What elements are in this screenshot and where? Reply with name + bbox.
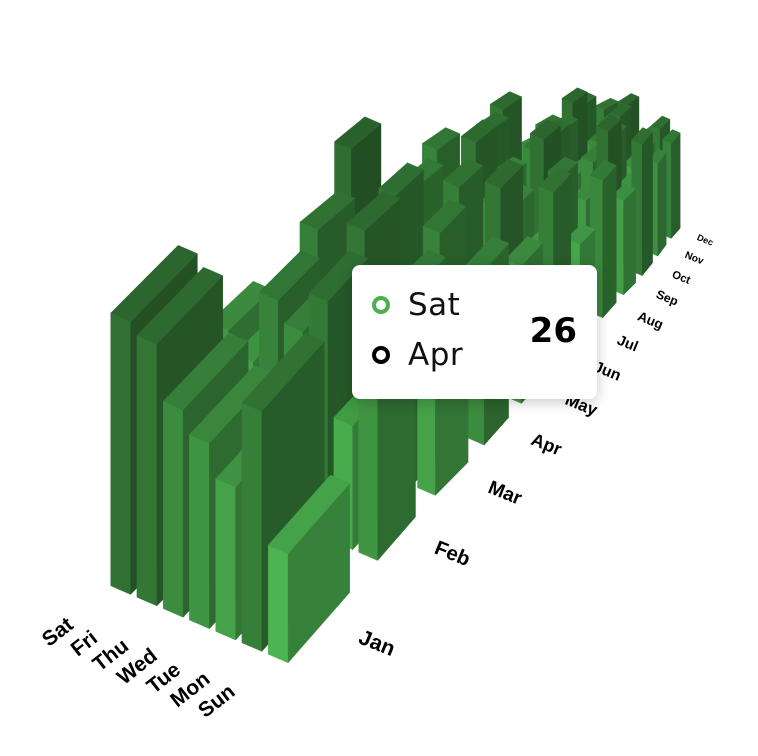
bar-top-face xyxy=(334,116,382,150)
bar-front-face xyxy=(358,376,378,561)
bar-top-face xyxy=(617,93,640,106)
bar-top-face xyxy=(610,102,632,118)
z-axis-tick-label: Jul xyxy=(615,333,641,356)
tooltip-category-label: Apr xyxy=(408,337,464,373)
tooltip-series-label: Sat xyxy=(408,287,461,323)
z-axis-tick-label: Nov xyxy=(683,250,705,267)
bar-side-face xyxy=(657,151,667,257)
bar[interactable] xyxy=(267,474,351,664)
bar-top-face xyxy=(110,245,198,322)
bar-top-face xyxy=(422,199,467,234)
bar-top-face xyxy=(136,266,224,345)
bar-top-face xyxy=(595,97,619,110)
z-axis-tick-label: Feb xyxy=(431,537,473,571)
bar-top-face xyxy=(489,91,523,111)
bar-front-face xyxy=(189,434,210,630)
bar-side-face xyxy=(602,164,617,319)
bar-top-face xyxy=(162,332,249,411)
bar-side-face xyxy=(623,187,636,296)
bar-top-face xyxy=(258,250,320,301)
bar-top-face xyxy=(529,119,561,140)
bar-side-face xyxy=(642,131,653,277)
bar-top-face xyxy=(561,87,588,104)
bar-front-face xyxy=(162,400,184,618)
tooltip-category-marker-icon xyxy=(372,346,390,364)
bar-top-face xyxy=(460,119,498,143)
bar-top-face xyxy=(241,332,325,412)
bar-top-face xyxy=(596,114,622,132)
tooltip-series-marker-icon xyxy=(372,296,390,314)
bar-top-face xyxy=(442,158,484,188)
bar-top-face xyxy=(484,158,524,189)
bar-top-face xyxy=(378,162,424,196)
bar-top-face xyxy=(651,115,671,130)
z-axis-tick-label: Sep xyxy=(654,287,680,308)
bar-front-face xyxy=(268,544,289,664)
z-axis-tick-label: Oct xyxy=(670,269,692,287)
bar-front-face xyxy=(110,312,131,595)
bar-front-face xyxy=(136,335,158,607)
bar-top-face xyxy=(631,127,653,145)
bar-top-face xyxy=(299,190,356,231)
bar-top-face xyxy=(346,190,401,231)
z-axis-tick-label: Dec xyxy=(696,232,715,247)
bar-top-face xyxy=(505,236,544,267)
z-axis-tick-label: Apr xyxy=(528,429,564,459)
bar-top-face xyxy=(538,167,572,193)
tooltip-category-row: Apr xyxy=(372,337,463,373)
z-axis-tick-label: Aug xyxy=(635,308,665,332)
bar-front-face xyxy=(241,402,263,652)
z-axis-tick-label: Jan xyxy=(355,625,398,661)
bar-top-face xyxy=(267,474,351,554)
tooltip: Sat Apr 26 xyxy=(352,265,597,399)
bar-top-face xyxy=(589,159,617,181)
z-axis-tick-label: Mar xyxy=(485,477,525,509)
bar-top-face xyxy=(421,127,461,151)
bar-side-face xyxy=(671,132,681,240)
tooltip-value: 26 xyxy=(529,311,577,351)
bar-front-face xyxy=(215,478,236,641)
bar-top-face xyxy=(662,129,681,144)
tooltip-series-row: Sat xyxy=(372,287,460,323)
